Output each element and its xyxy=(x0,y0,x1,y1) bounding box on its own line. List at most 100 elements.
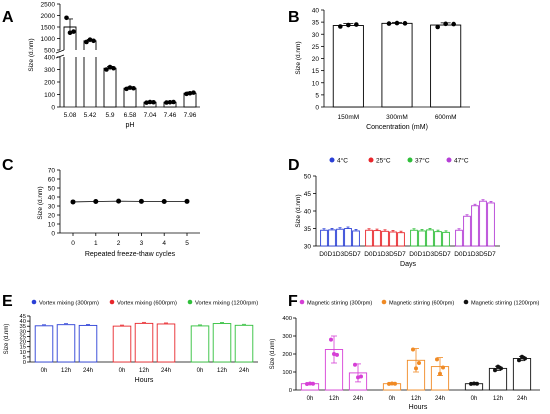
data-point xyxy=(441,365,445,370)
y-tick-label: 1500 xyxy=(41,25,56,32)
y-tick-label: 20 xyxy=(312,56,320,63)
y-tick-label: 20 xyxy=(48,213,56,220)
y-tick-label: 70 xyxy=(48,168,56,175)
x-tick-label: 0h xyxy=(197,368,204,374)
x-tick-label: 4 xyxy=(162,240,166,247)
legend-marker xyxy=(446,157,452,163)
axis-break-mark xyxy=(55,49,65,59)
data-point xyxy=(111,65,116,71)
x-tick-label: 24h xyxy=(435,396,445,402)
data-point xyxy=(87,37,93,42)
panel-b: B 0 5 10 15 20 25 30 35 40 150mM 300mM 600mM Concentr… xyxy=(288,8,470,131)
bar xyxy=(381,22,413,108)
panel-letter: B xyxy=(288,9,300,26)
bar xyxy=(332,25,364,108)
bar xyxy=(352,230,360,247)
panel-letter: E xyxy=(2,293,13,310)
y-tick-label: 2500 xyxy=(41,2,56,9)
data-point xyxy=(93,199,99,204)
data-point xyxy=(167,99,173,105)
data-point xyxy=(359,374,363,379)
x-tick-label: 12h xyxy=(493,396,503,402)
legend-marker xyxy=(407,157,413,163)
panel-letter: C xyxy=(2,157,14,174)
bar xyxy=(397,232,405,247)
legend-label: Vortex mixing (300rpm) xyxy=(39,301,99,307)
x-tick-label: 7.04 xyxy=(144,112,157,119)
x-tick-label: 0h xyxy=(389,396,396,402)
data-point xyxy=(184,198,190,204)
bar xyxy=(418,230,426,247)
data-point xyxy=(64,15,69,21)
y-tick-label: 25 xyxy=(312,44,320,51)
bar xyxy=(463,215,471,247)
data-point xyxy=(84,39,89,45)
data-point xyxy=(443,21,448,27)
legend-marker xyxy=(329,157,335,163)
data-point xyxy=(138,198,144,204)
data-point xyxy=(124,86,129,92)
legend-marker xyxy=(368,157,374,163)
y-tick-label: 10 xyxy=(312,80,320,87)
bar xyxy=(426,229,434,247)
bar xyxy=(381,230,389,247)
y-tick-label: 50 xyxy=(304,174,312,181)
data-point xyxy=(386,21,392,26)
x-tick-label: 300mM xyxy=(386,114,408,121)
bar xyxy=(471,205,479,247)
bar xyxy=(488,367,508,391)
x-tick-label: 600mM xyxy=(435,114,457,121)
legend-label: 25°C xyxy=(376,157,391,165)
data-point xyxy=(187,90,193,96)
data-point xyxy=(520,354,524,359)
data-point xyxy=(70,199,76,205)
data-point xyxy=(387,381,391,386)
data-point xyxy=(354,22,359,27)
panel-letter: D xyxy=(288,157,300,174)
data-point xyxy=(346,22,351,28)
x-tick-label: 12h xyxy=(139,368,149,374)
bar xyxy=(442,231,450,247)
bar xyxy=(63,26,77,107)
x-tick-label: D0D1D3D5D7 xyxy=(364,251,406,258)
y-tick-label: 25 xyxy=(20,334,26,340)
bar xyxy=(430,24,462,108)
legend-label: Magnetic stirring (1200rpm) xyxy=(471,301,540,307)
y-tick-label: 100 xyxy=(282,370,292,376)
y-tick-label: 400 xyxy=(282,316,292,322)
data-point xyxy=(107,64,113,70)
x-tick-label: 2 xyxy=(117,240,121,247)
bar xyxy=(134,322,154,363)
y-tick-label: 60 xyxy=(48,177,56,184)
x-axis-label: Hours xyxy=(409,404,428,411)
x-axis-label: Concentration (mM) xyxy=(366,124,428,131)
x-tick-label: 1 xyxy=(94,240,98,247)
y-tick-label: 40 xyxy=(312,8,320,15)
x-axis-label: Repeated freeze-thaw cycles xyxy=(85,251,176,258)
bar xyxy=(365,229,373,247)
bar xyxy=(103,67,117,108)
data-point xyxy=(308,381,312,386)
x-axis-label: pH xyxy=(126,122,135,129)
data-point xyxy=(353,362,357,367)
y-axis-label: Size (d.nm) xyxy=(4,324,10,355)
panel-c: C 0 10 20 30 40 50 60 70 0 1 2 3 4 5 Repeated freeze-th… xyxy=(2,157,200,258)
legend-label: 37°C xyxy=(415,157,430,165)
bar xyxy=(328,229,336,247)
data-point xyxy=(469,381,473,386)
x-tick-label: 7.46 xyxy=(164,112,177,119)
bar xyxy=(512,358,532,391)
x-tick-label: 150mM xyxy=(337,114,359,121)
data-point xyxy=(402,21,408,26)
bar xyxy=(344,228,352,247)
data-point xyxy=(144,100,149,105)
y-axis-label: Size (d.nm) xyxy=(270,339,276,370)
data-point xyxy=(305,382,309,387)
panel-f: F 0 100 200 300 400 Magnetic stirring (300rpm)… xyxy=(270,293,540,411)
data-point xyxy=(67,30,73,36)
legend-marker xyxy=(381,299,387,305)
bar xyxy=(56,324,76,363)
bar xyxy=(373,230,381,247)
data-point xyxy=(71,29,76,34)
